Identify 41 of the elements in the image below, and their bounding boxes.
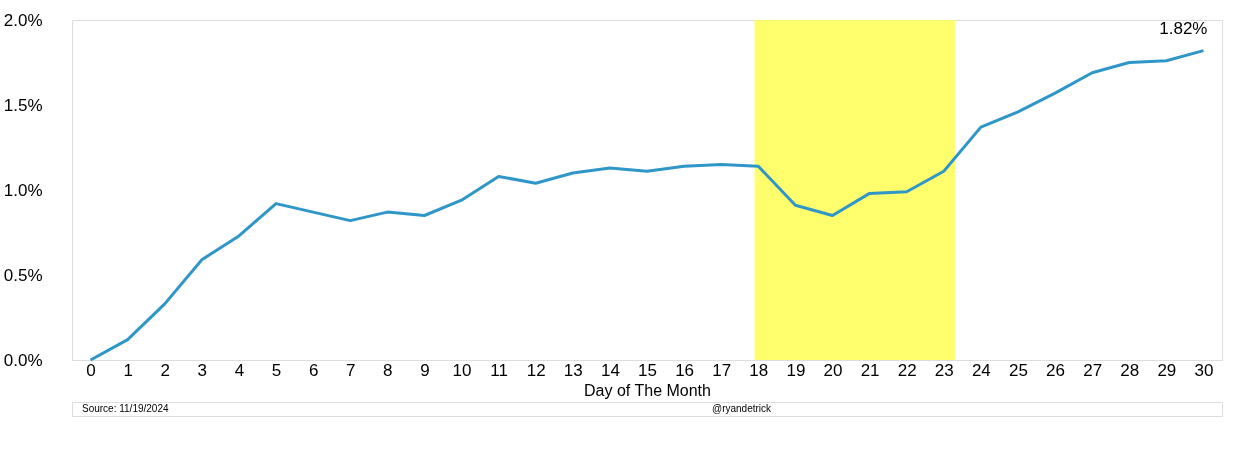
x-tick-label: 29 [1157,360,1177,380]
x-tick-label: 4 [234,360,245,380]
annotation: 1.82% [1159,18,1208,38]
x-tick-label: 5 [271,360,282,380]
x-tick-label: 27 [1083,360,1103,380]
y-tick-label: 2.0% [3,10,43,30]
x-tick-label: 19 [786,360,806,380]
x-tick-label: 7 [345,360,356,380]
x-tick-label: 25 [1009,360,1028,380]
line-series [89,49,1205,362]
x-tick-label: 12 [526,360,546,380]
x-tick-label: 3 [197,360,208,380]
x-tick-label: 28 [1120,360,1140,380]
x-tick-label: 2 [160,360,170,380]
x-axis-title: Day of The Month [584,381,711,399]
y-tick-label: 0.5% [3,265,43,285]
x-tick-label: 21 [860,360,880,380]
x-tick-label: 18 [749,360,769,380]
x-tick-label: 14 [600,360,620,380]
x-tick-label: 15 [638,360,657,380]
y-tick-label: 0.0% [3,350,43,370]
x-tick-label: 10 [452,360,472,380]
y-tick-label: 1.0% [3,180,43,200]
text: @ryandetrick [712,403,773,414]
x-tick-label: 13 [563,360,583,380]
x-tick-label: 30 [1194,360,1214,380]
x-tick-label: 8 [383,360,393,380]
x-tick-label: 22 [897,360,917,380]
x-tick-label: 20 [823,360,843,380]
x-tick-label: 17 [712,360,732,380]
x-tick-label: 23 [934,360,954,380]
x-tick-label: 9 [420,360,430,380]
x-tick-label: 6 [308,360,319,380]
x-tick-label: 26 [1046,360,1066,380]
x-tick-label: 0 [86,360,96,380]
x-tick-label: 16 [675,360,695,380]
y-tick-label: 1.5% [3,95,43,115]
x-tick-label: 1 [123,360,133,380]
source-note: Source: 11/19/2024 [82,403,169,414]
x-tick-label: 24 [971,360,991,380]
x-tick-label: 11 [490,360,508,380]
